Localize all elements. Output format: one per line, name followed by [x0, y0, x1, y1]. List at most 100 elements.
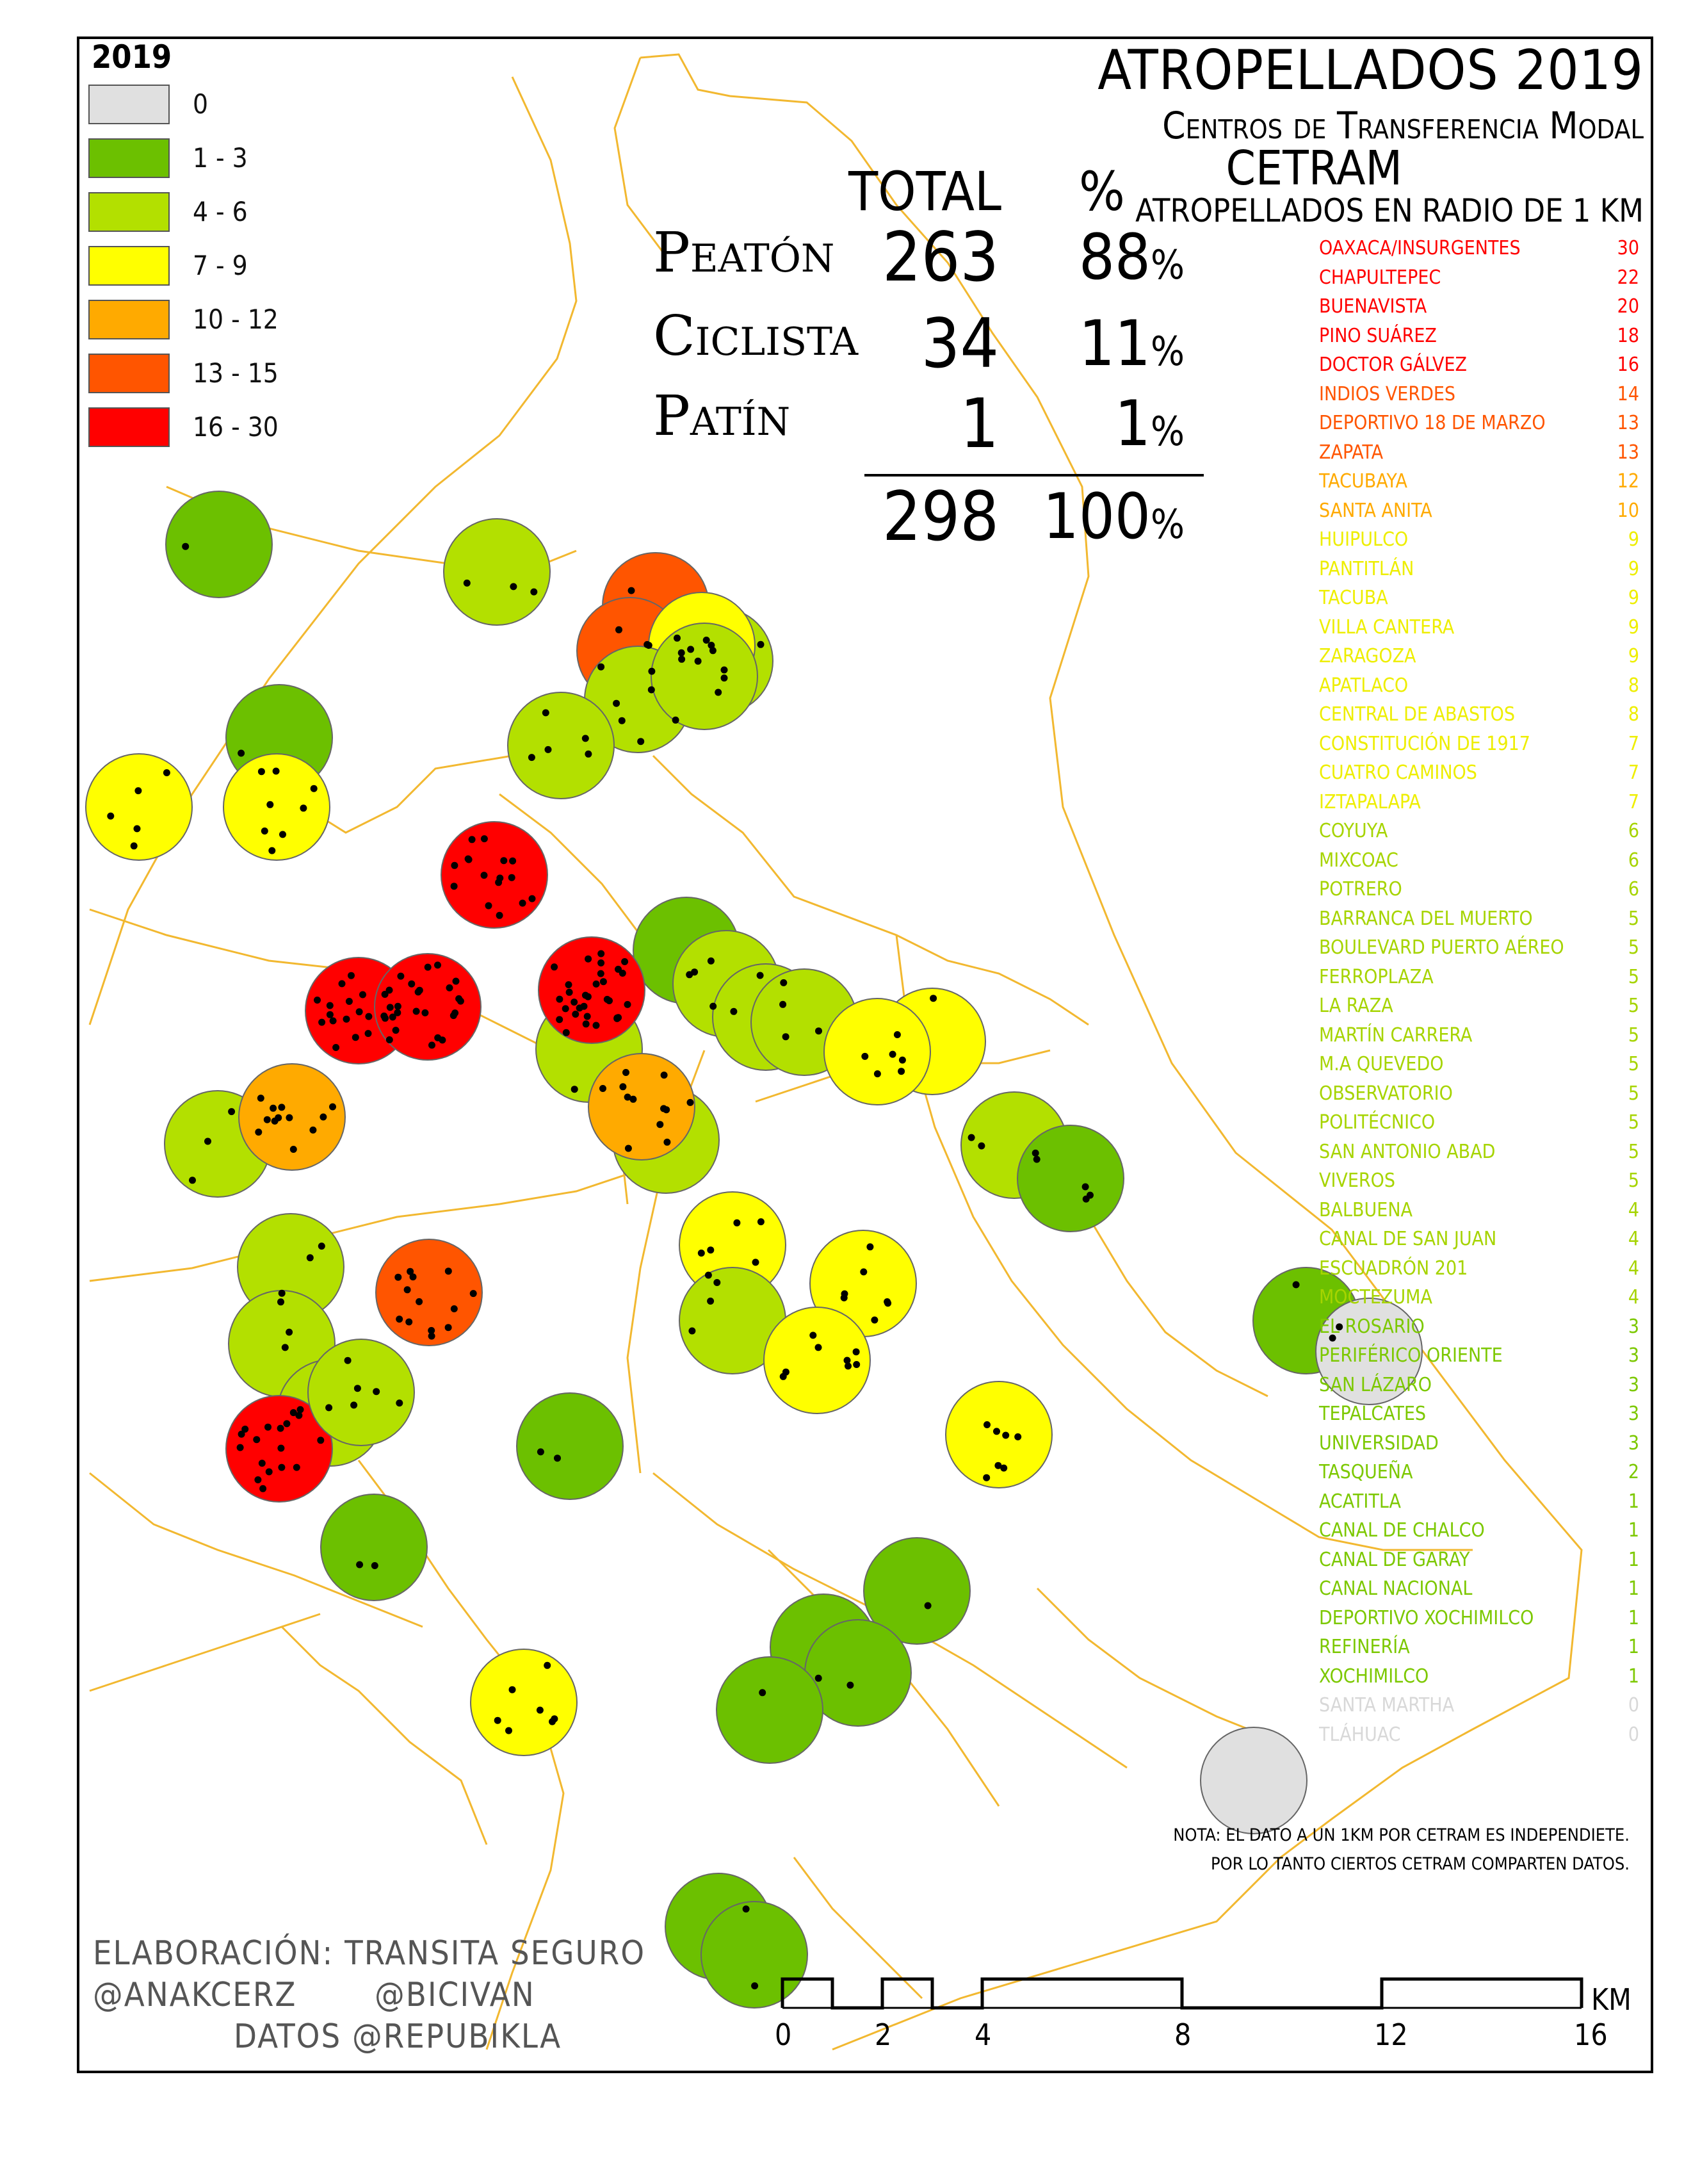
- incident-point: [686, 1098, 694, 1106]
- ranking-name: MARTÍN CARRERA: [1319, 1023, 1473, 1047]
- incident-point: [268, 847, 276, 854]
- incident-point: [300, 804, 307, 812]
- legend-label: 4 - 6: [193, 196, 248, 227]
- ranking-row: CANAL NACIONAL 1: [1319, 1577, 1639, 1604]
- ranking-row: CHAPULTEPEC 22: [1319, 266, 1639, 293]
- incident-point: [344, 1357, 352, 1364]
- incident-point: [757, 640, 765, 648]
- incident-point: [581, 735, 589, 742]
- legend-label: 13 - 15: [193, 357, 279, 389]
- incident-point: [757, 1218, 765, 1226]
- ranking-value: 6: [1628, 849, 1639, 872]
- incident-point: [359, 991, 366, 998]
- ranking-name: PANTITLÁN: [1319, 557, 1414, 580]
- ranking-value: 5: [1628, 907, 1639, 930]
- incident-point: [204, 1137, 211, 1145]
- incident-point: [263, 1116, 271, 1123]
- incident-points: [107, 542, 1343, 1990]
- incident-point: [581, 991, 589, 999]
- incident-point: [468, 836, 476, 843]
- incident-point: [704, 1271, 712, 1279]
- incident-point: [585, 955, 592, 963]
- incident-point: [326, 1002, 334, 1009]
- incident-point: [993, 1428, 1000, 1435]
- incident-point: [396, 1399, 403, 1407]
- incident-point: [394, 1273, 402, 1281]
- incident-point: [597, 959, 605, 966]
- legend-label: 1 - 3: [193, 142, 248, 174]
- stats-total-rule: [864, 474, 1204, 477]
- incident-point: [182, 542, 190, 550]
- ranking-name: TLÁHUAC: [1319, 1723, 1401, 1746]
- incident-point: [528, 754, 535, 762]
- incident-point: [840, 1294, 848, 1301]
- stats-total-peaton: 263: [882, 218, 999, 297]
- ranking-value: 5: [1628, 1169, 1639, 1192]
- incident-point: [984, 1421, 991, 1428]
- ranking-value: 5: [1628, 1140, 1639, 1163]
- legend-swatch: [88, 192, 170, 232]
- ranking-row: TEPALCATES 3: [1319, 1403, 1639, 1430]
- scale-unit: KM: [1591, 1982, 1631, 2017]
- incident-point: [236, 1444, 244, 1451]
- ranking-value: 13: [1617, 412, 1639, 434]
- incident-point: [759, 1689, 766, 1697]
- radius-heading: ATROPELLADOS EN RADIO DE 1 KM: [1135, 192, 1644, 229]
- cetram-circle: [1315, 1298, 1423, 1405]
- ranking-value: 4: [1628, 1257, 1639, 1280]
- incident-point: [396, 1316, 403, 1323]
- incident-point: [480, 872, 488, 879]
- ranking-name: TASQUEÑA: [1319, 1461, 1413, 1483]
- incident-point: [613, 1014, 621, 1022]
- ranking-row: CENTRAL DE ABASTOS 8: [1319, 703, 1639, 730]
- incident-point: [853, 1361, 861, 1368]
- incident-point: [871, 1316, 878, 1324]
- incident-point: [424, 963, 432, 971]
- ranking-value: 0: [1628, 1723, 1639, 1746]
- incident-point: [409, 1273, 417, 1281]
- incident-point: [618, 717, 626, 724]
- ranking-row: CANAL DE CHALCO 1: [1319, 1519, 1639, 1546]
- ranking-name: CANAL DE GARAY: [1319, 1548, 1470, 1571]
- ranking-row: BOULEVARD PUERTO AÉREO 5: [1319, 936, 1639, 963]
- ranking-name: LA RAZA: [1319, 995, 1393, 1017]
- incident-point: [345, 998, 353, 1005]
- ranking-row: BARRANCA DEL MUERTO 5: [1319, 908, 1639, 934]
- incident-point: [709, 647, 717, 655]
- ranking-row: DOCTOR GÁLVEZ 16: [1319, 354, 1639, 380]
- cetram-circle: [441, 821, 548, 929]
- incident-point: [451, 861, 458, 869]
- map-acronym: CETRAM: [1226, 141, 1402, 196]
- cetram-circle: [223, 753, 330, 861]
- ranking-name: INDIOS VERDES: [1319, 382, 1456, 405]
- ranking-row: MOCTEZUMA 4: [1319, 1286, 1639, 1313]
- ranking-row: DEPORTIVO XOCHIMILCO 1: [1319, 1607, 1639, 1634]
- ranking-value: 2: [1628, 1461, 1639, 1483]
- incident-point: [392, 1027, 400, 1034]
- incident-point: [663, 1138, 671, 1146]
- ranking-value: 0: [1628, 1694, 1639, 1716]
- incident-point: [450, 883, 458, 890]
- incident-point: [450, 1305, 458, 1312]
- ranking-row: MIXCOAC 6: [1319, 849, 1639, 876]
- incident-point: [355, 1008, 363, 1016]
- stats-table: TOTAL % Peatón 263 88% Ciclista 34 11% P…: [653, 160, 1204, 576]
- incident-point: [861, 1052, 869, 1060]
- incident-point: [480, 835, 488, 843]
- ranking-name: HUIPULCO: [1319, 528, 1409, 551]
- ranking-value: 1: [1628, 1636, 1639, 1658]
- incident-point: [779, 1000, 787, 1008]
- incident-point: [254, 1476, 262, 1483]
- incident-point: [571, 1086, 578, 1093]
- incident-point: [733, 1219, 741, 1226]
- incident-point: [463, 579, 471, 587]
- ranking-row: FERROPLAZA 5: [1319, 966, 1639, 993]
- stats-pct-peaton: 88%: [1078, 221, 1185, 294]
- incident-point: [597, 970, 604, 977]
- incident-point: [554, 1455, 561, 1462]
- ranking-value: 8: [1628, 674, 1639, 697]
- incident-point: [289, 1409, 297, 1417]
- incident-point: [257, 768, 265, 776]
- incident-point: [1336, 1323, 1343, 1331]
- ranking-value: 5: [1628, 936, 1639, 959]
